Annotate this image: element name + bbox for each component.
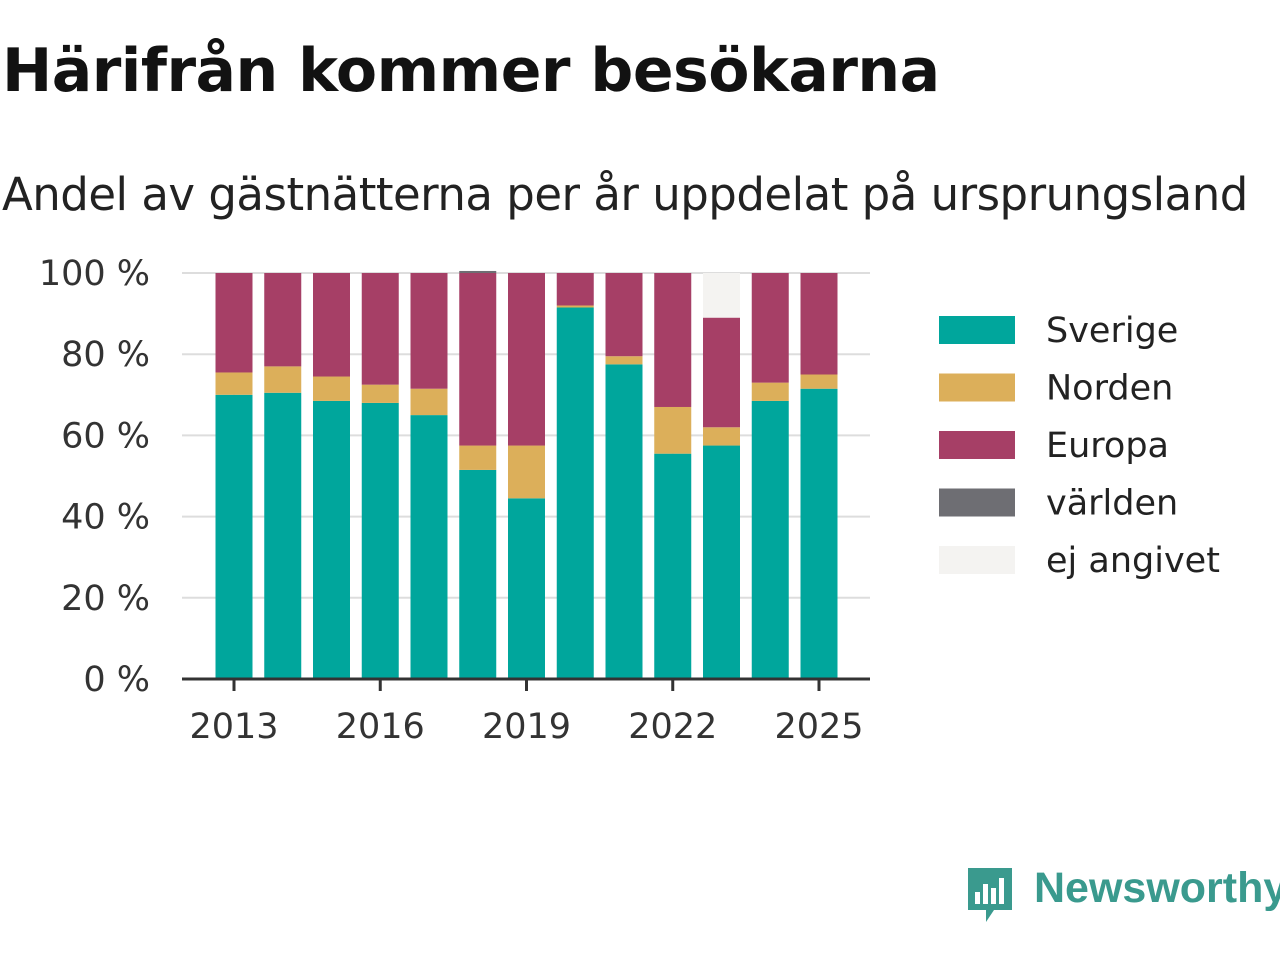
x-tick-label: 2019 <box>482 707 571 747</box>
bar-segment <box>215 394 253 679</box>
bar-segment <box>605 356 643 365</box>
bar-segment <box>703 273 740 318</box>
bar-segment <box>800 374 838 389</box>
bar-segment <box>459 469 497 679</box>
bar-segment <box>313 273 350 377</box>
legend-label: ej angivet <box>1046 541 1220 581</box>
newsworthy-logo[interactable]: Newsworthy <box>964 864 1280 926</box>
bars <box>215 270 838 679</box>
bar-segment <box>556 305 594 308</box>
y-tick-label: 60 % <box>61 416 150 456</box>
bar-segment <box>459 270 497 273</box>
bar-segment <box>508 445 545 499</box>
bar-segment <box>703 445 740 679</box>
bar-segment <box>361 384 399 403</box>
bar-segment <box>361 273 399 385</box>
bar-segment <box>703 427 740 446</box>
axes: 0 % 20 % 40 % 60 % 80 % 100 % 2013 2016 2019 2022… <box>39 254 870 747</box>
bar-segment <box>703 317 740 428</box>
bar-segment <box>410 388 448 416</box>
legend-label: Norden <box>1046 369 1173 409</box>
bar-segment <box>556 307 594 679</box>
bar-segment <box>215 273 253 373</box>
bar-segment <box>361 402 399 679</box>
bar-segment <box>410 415 448 679</box>
legend-label: världen <box>1046 484 1178 524</box>
bar-segment <box>313 400 350 679</box>
legend-swatch <box>939 546 1015 574</box>
bar-segment <box>264 392 302 679</box>
bar-segment <box>508 498 545 679</box>
chart-subtitle: Andel av gästnätterna per år uppdelat på… <box>2 168 1248 221</box>
newsworthy-logo-icon <box>968 868 1012 922</box>
y-tick-label: 20 % <box>61 579 150 619</box>
y-tick-label: 80 % <box>61 335 150 375</box>
bar-segment <box>654 406 692 454</box>
legend-label: Europa <box>1046 426 1169 466</box>
bar-segment <box>264 273 302 367</box>
bar-segment <box>800 273 838 375</box>
bar-segment <box>459 445 497 470</box>
legend-swatch <box>939 488 1015 517</box>
bar-segment <box>605 273 643 357</box>
bar-segment <box>751 400 789 679</box>
y-tick-label: 0 % <box>83 660 150 700</box>
bar-segment <box>556 273 594 306</box>
x-tick-label: 2022 <box>628 707 717 747</box>
legend-swatch <box>939 373 1015 402</box>
chart-title: Härifrån kommer besökarna <box>2 36 940 106</box>
bar-segment <box>751 382 789 401</box>
bar-segment <box>654 273 692 407</box>
x-tick-label: 2016 <box>336 707 425 747</box>
legend: Sverige Norden Europa världen ej angivet <box>939 311 1220 581</box>
bar-segment <box>410 273 448 389</box>
x-tick-label: 2013 <box>189 707 278 747</box>
bar-segment <box>264 366 302 393</box>
bar-segment <box>313 376 350 401</box>
legend-swatch <box>939 316 1015 344</box>
bar-segment <box>508 273 545 446</box>
bar-segment <box>800 388 838 679</box>
bar-segment <box>459 273 497 446</box>
x-tick-label: 2025 <box>774 707 863 747</box>
legend-swatch <box>939 431 1015 459</box>
bar-segment <box>605 364 643 679</box>
y-tick-label: 40 % <box>61 498 150 538</box>
legend-label: Sverige <box>1046 311 1178 351</box>
bar-segment <box>751 273 789 383</box>
bar-segment <box>215 372 253 395</box>
y-tick-label: 100 % <box>39 254 150 294</box>
bar-segment <box>654 453 692 679</box>
brand-name: Newsworthy <box>1034 864 1280 912</box>
